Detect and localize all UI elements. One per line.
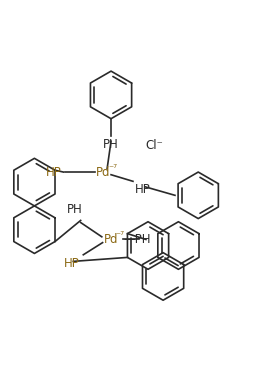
Text: PH: PH (67, 203, 83, 217)
Text: PH: PH (103, 138, 119, 151)
Text: ⁻⁷: ⁻⁷ (116, 231, 125, 241)
Text: Cl⁻: Cl⁻ (146, 139, 163, 151)
Text: HP: HP (46, 166, 62, 178)
Text: —PH: —PH (123, 233, 151, 246)
Text: HP: HP (135, 183, 151, 196)
Text: ⁻⁷: ⁻⁷ (108, 164, 117, 174)
Text: Pd: Pd (96, 166, 111, 178)
Text: HP: HP (64, 257, 79, 270)
Text: Pd: Pd (104, 233, 118, 246)
